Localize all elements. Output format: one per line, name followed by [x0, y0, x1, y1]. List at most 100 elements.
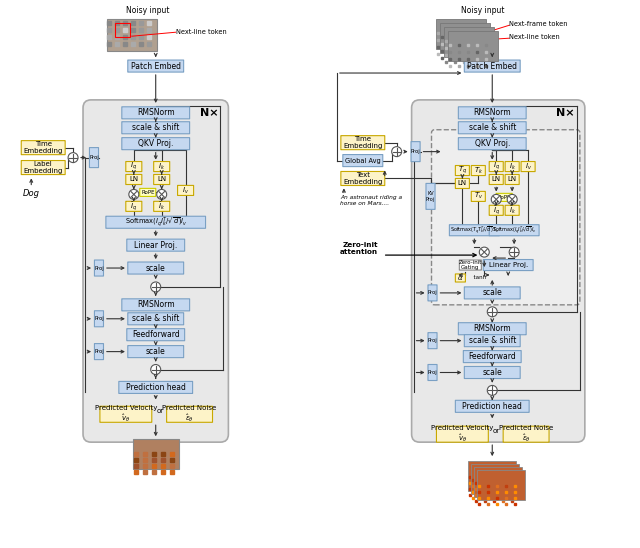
Text: RoPE: RoPE: [141, 190, 154, 195]
FancyBboxPatch shape: [474, 467, 522, 497]
FancyBboxPatch shape: [428, 333, 437, 349]
FancyBboxPatch shape: [128, 313, 184, 325]
FancyBboxPatch shape: [471, 464, 519, 494]
FancyBboxPatch shape: [122, 299, 189, 311]
FancyBboxPatch shape: [95, 344, 104, 359]
FancyBboxPatch shape: [411, 141, 420, 162]
Text: Patch Embed: Patch Embed: [131, 61, 180, 71]
FancyBboxPatch shape: [505, 206, 519, 215]
Text: Prediction head: Prediction head: [126, 383, 186, 392]
Circle shape: [129, 190, 139, 199]
FancyBboxPatch shape: [122, 138, 189, 150]
Text: scale & shift: scale & shift: [468, 123, 516, 132]
FancyBboxPatch shape: [460, 260, 481, 270]
FancyBboxPatch shape: [431, 130, 580, 305]
Text: Linear Proj.: Linear Proj.: [134, 241, 177, 250]
Text: Softmax$(I_q I_k^T\!/\!\sqrt{d})I_v$: Softmax$(I_q I_k^T\!/\!\sqrt{d})I_v$: [492, 225, 536, 236]
Text: QKV Proj.: QKV Proj.: [475, 139, 510, 148]
Text: scale & shift: scale & shift: [468, 336, 516, 345]
FancyBboxPatch shape: [140, 189, 156, 196]
FancyBboxPatch shape: [133, 439, 179, 469]
Text: Proj: Proj: [428, 290, 437, 295]
Circle shape: [487, 307, 497, 317]
Circle shape: [151, 282, 161, 292]
Text: $I_v$: $I_v$: [525, 162, 532, 172]
Text: $\bar{I}_q$: $\bar{I}_q$: [493, 204, 500, 217]
FancyBboxPatch shape: [465, 367, 520, 379]
FancyBboxPatch shape: [341, 136, 385, 150]
FancyBboxPatch shape: [343, 155, 383, 167]
FancyBboxPatch shape: [468, 461, 516, 491]
FancyBboxPatch shape: [106, 216, 205, 229]
Text: Next-line token: Next-line token: [509, 34, 560, 40]
Circle shape: [479, 247, 489, 257]
FancyBboxPatch shape: [521, 162, 535, 172]
Text: Proj: Proj: [94, 349, 104, 354]
FancyBboxPatch shape: [465, 60, 520, 72]
FancyBboxPatch shape: [436, 19, 486, 49]
Text: Linear Proj.: Linear Proj.: [488, 262, 528, 268]
Text: $\bar{I}_k$: $\bar{I}_k$: [158, 201, 165, 212]
FancyBboxPatch shape: [471, 191, 485, 202]
Text: $\bar{I}_k$: $\bar{I}_k$: [509, 204, 516, 216]
Text: or: or: [156, 408, 163, 414]
Text: $I_q$: $I_q$: [493, 161, 500, 172]
FancyBboxPatch shape: [449, 225, 499, 236]
Text: Dog: Dog: [23, 189, 40, 198]
FancyBboxPatch shape: [489, 174, 503, 185]
FancyBboxPatch shape: [505, 162, 519, 172]
FancyBboxPatch shape: [444, 27, 494, 57]
Text: $T_v$: $T_v$: [474, 191, 483, 202]
FancyBboxPatch shape: [458, 138, 526, 150]
FancyBboxPatch shape: [95, 311, 104, 327]
Text: Label
Embedding: Label Embedding: [24, 161, 63, 174]
Text: Zero-init
Gating: Zero-init Gating: [459, 260, 482, 271]
Text: RMSNorm: RMSNorm: [474, 109, 511, 117]
FancyBboxPatch shape: [483, 260, 533, 271]
Text: QKV Proj.: QKV Proj.: [138, 139, 173, 148]
FancyBboxPatch shape: [477, 470, 525, 500]
FancyBboxPatch shape: [154, 162, 170, 172]
Circle shape: [492, 195, 501, 204]
Text: RMSNorm: RMSNorm: [474, 324, 511, 333]
FancyBboxPatch shape: [341, 172, 385, 186]
FancyBboxPatch shape: [100, 406, 152, 423]
FancyBboxPatch shape: [128, 262, 184, 274]
Text: Predicted Noise
$\hat{\epsilon}_\theta$: Predicted Noise $\hat{\epsilon}_\theta$: [163, 404, 217, 424]
Text: Feedforward: Feedforward: [468, 352, 516, 361]
Circle shape: [392, 147, 402, 157]
FancyBboxPatch shape: [21, 161, 65, 175]
Text: Proj: Proj: [411, 149, 420, 154]
FancyBboxPatch shape: [83, 100, 228, 442]
FancyBboxPatch shape: [127, 239, 185, 251]
FancyBboxPatch shape: [465, 287, 520, 299]
Text: Proj: Proj: [428, 338, 437, 343]
FancyBboxPatch shape: [489, 206, 503, 215]
Text: RMSNorm: RMSNorm: [137, 109, 175, 117]
FancyBboxPatch shape: [455, 400, 529, 412]
Text: RMSNorm: RMSNorm: [137, 300, 175, 309]
Text: KV
Proj: KV Proj: [426, 191, 435, 202]
Text: Proj: Proj: [94, 266, 104, 271]
Text: LN: LN: [492, 176, 500, 182]
FancyBboxPatch shape: [455, 274, 465, 282]
FancyBboxPatch shape: [119, 381, 193, 393]
Text: LN: LN: [508, 176, 516, 182]
FancyBboxPatch shape: [177, 185, 194, 196]
FancyBboxPatch shape: [90, 147, 99, 168]
FancyBboxPatch shape: [458, 323, 526, 335]
FancyBboxPatch shape: [458, 122, 526, 134]
Text: Proj: Proj: [94, 316, 104, 321]
FancyBboxPatch shape: [122, 122, 189, 134]
FancyBboxPatch shape: [458, 107, 526, 119]
Text: Softmax$(T_q T_k^T\!/\!\sqrt{d})T_v$: Softmax$(T_q T_k^T\!/\!\sqrt{d})T_v$: [449, 225, 499, 236]
FancyBboxPatch shape: [471, 165, 485, 175]
FancyBboxPatch shape: [21, 141, 65, 155]
FancyBboxPatch shape: [166, 406, 212, 423]
Text: Zero-init
attention: Zero-init attention: [340, 242, 378, 255]
Text: Text
Embedding: Text Embedding: [343, 172, 383, 185]
Text: Noisy input: Noisy input: [461, 6, 504, 15]
Text: Prediction head: Prediction head: [462, 402, 522, 411]
FancyBboxPatch shape: [412, 100, 585, 442]
Text: An astronaut riding a
horse on Mars....: An astronaut riding a horse on Mars....: [340, 195, 402, 206]
